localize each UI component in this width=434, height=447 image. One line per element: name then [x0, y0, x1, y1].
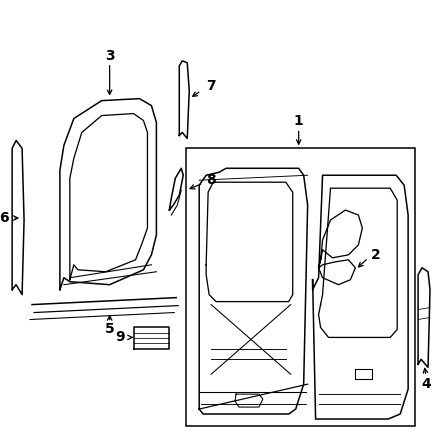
Text: 7: 7	[206, 79, 216, 93]
Bar	[186, 148, 415, 426]
Text: 4: 4	[421, 377, 431, 391]
Text: 5: 5	[105, 322, 115, 337]
Text: 8: 8	[206, 173, 216, 187]
Text: 2: 2	[371, 248, 380, 262]
Text: 1: 1	[294, 114, 303, 127]
Text: 6: 6	[0, 211, 9, 225]
Text: 9: 9	[115, 330, 125, 345]
Text: 3: 3	[105, 49, 115, 63]
